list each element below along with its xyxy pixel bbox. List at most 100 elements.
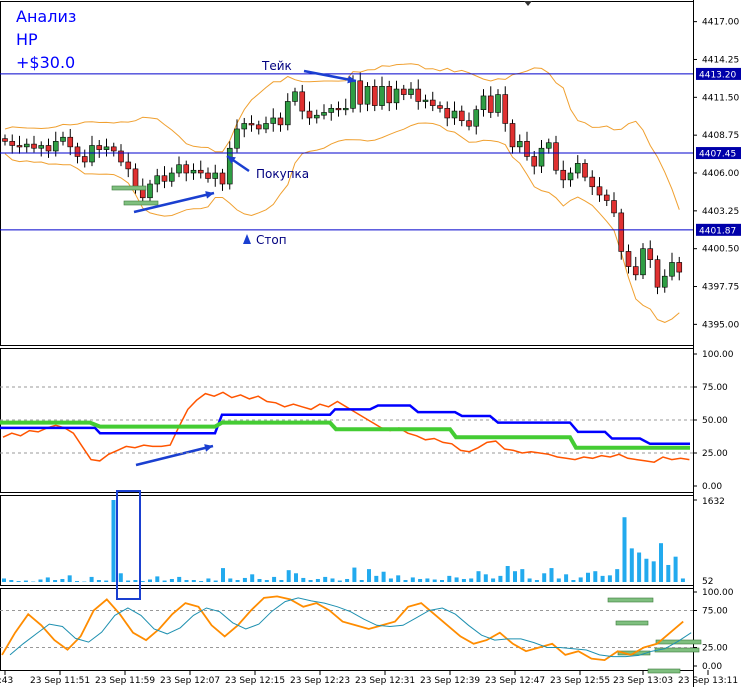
rsi-tick-label: 0.00: [702, 482, 722, 492]
bull-candle: [409, 89, 414, 95]
volume-bar: [623, 517, 627, 582]
zone-marker: [124, 201, 158, 205]
bull-candle: [53, 141, 58, 151]
volume-bar: [9, 580, 13, 582]
bear-candle: [459, 111, 464, 121]
volume-bar: [141, 581, 145, 582]
time-tick-label: 1:43: [0, 676, 13, 686]
volume-bar: [119, 573, 123, 582]
volume-bar: [579, 577, 583, 582]
volume-bar: [484, 574, 488, 582]
volume-bar: [477, 571, 481, 582]
bull-candle: [293, 92, 298, 102]
volume-bar: [2, 578, 6, 582]
bull-candle: [481, 96, 486, 110]
zone-marker: [616, 621, 648, 625]
volume-bar: [360, 580, 364, 582]
time-tick-label: 23 Sep 12:31: [355, 676, 415, 686]
volume-bar: [97, 580, 101, 582]
volume-bar: [345, 579, 349, 582]
zone-marker: [112, 186, 146, 190]
volume-bar: [177, 577, 181, 582]
bear-candle: [111, 147, 116, 151]
bull-candle: [191, 170, 196, 173]
bear-candle: [619, 213, 624, 252]
bear-candle: [387, 86, 392, 103]
volume-bar: [214, 581, 218, 582]
volume-bar: [68, 575, 72, 582]
volume-bar: [498, 576, 502, 582]
volume-bar: [615, 569, 619, 582]
volume-bar: [528, 578, 532, 582]
bull-candle: [568, 173, 573, 180]
volume-bar: [557, 578, 561, 582]
rsi-tick-label: 75.00: [702, 383, 728, 393]
bear-candle: [488, 96, 493, 113]
bear-candle: [278, 118, 283, 125]
time-tick-label: 23 Sep 13:03: [613, 676, 673, 686]
volume-bar: [411, 577, 415, 582]
rsi-tick-label: 100.00: [702, 350, 734, 360]
bear-candle: [32, 144, 37, 148]
bear-candle: [604, 195, 609, 201]
bull-candle: [264, 123, 269, 129]
volume-bar: [228, 578, 232, 582]
bear-candle: [220, 173, 225, 184]
bull-candle: [155, 176, 160, 184]
volume-bar: [331, 578, 335, 582]
volume-bar: [418, 579, 422, 582]
volume-bar: [236, 580, 240, 582]
bear-candle: [206, 173, 211, 179]
time-tick-label: 23 Sep 13:11: [678, 676, 738, 686]
rsi-arrow: [136, 446, 213, 465]
bear-candle: [256, 125, 261, 129]
time-tick-label: 23 Sep 12:15: [225, 676, 285, 686]
bull-candle: [104, 147, 109, 150]
volume-bar: [323, 577, 327, 582]
bull-candle: [329, 108, 334, 112]
bear-candle: [133, 169, 138, 187]
bull-candle: [394, 89, 399, 103]
price-tick-label: 4400.50: [702, 245, 739, 255]
volume-bar: [46, 577, 50, 582]
volume-bar: [75, 581, 79, 582]
bull-candle: [343, 108, 348, 110]
volume-bar: [469, 578, 473, 582]
volume-bar: [309, 580, 313, 582]
time-tick-label: 23 Sep 12:55: [550, 676, 610, 686]
upper-band-line: [5, 64, 679, 210]
volume-bar: [666, 565, 670, 582]
bear-candle: [75, 147, 80, 157]
bear-candle: [162, 176, 167, 182]
volume-bar: [265, 580, 269, 582]
bear-candle: [525, 141, 530, 156]
bear-candle: [336, 108, 341, 110]
bear-candle: [677, 262, 682, 272]
bear-candle: [438, 106, 443, 109]
volume-bar: [374, 576, 378, 582]
bull-candle: [641, 249, 646, 275]
volume-bar: [316, 579, 320, 582]
bear-candle: [655, 260, 660, 288]
volume-bar: [24, 581, 28, 582]
volume-bar: [593, 571, 597, 582]
price-tick-label: 4417.00: [702, 18, 739, 28]
bull-candle: [474, 110, 479, 127]
volume-bar: [352, 568, 356, 582]
stoch-tick-label: 75.00: [702, 607, 728, 617]
shift-marker-icon: [524, 1, 532, 6]
volume-bar: [155, 576, 159, 582]
volume-bar: [433, 580, 437, 582]
bear-candle: [358, 81, 363, 104]
volume-max-label: 1632: [702, 497, 725, 507]
volume-bar: [133, 580, 137, 582]
bear-candle: [401, 89, 406, 95]
volume-bar: [404, 580, 408, 582]
volume-bar: [382, 572, 386, 582]
volume-bar: [163, 581, 167, 582]
volume-bar: [53, 580, 57, 582]
volume-bar: [652, 561, 656, 582]
price-tick-label: 4395.00: [702, 320, 739, 330]
bear-candle: [3, 139, 8, 142]
